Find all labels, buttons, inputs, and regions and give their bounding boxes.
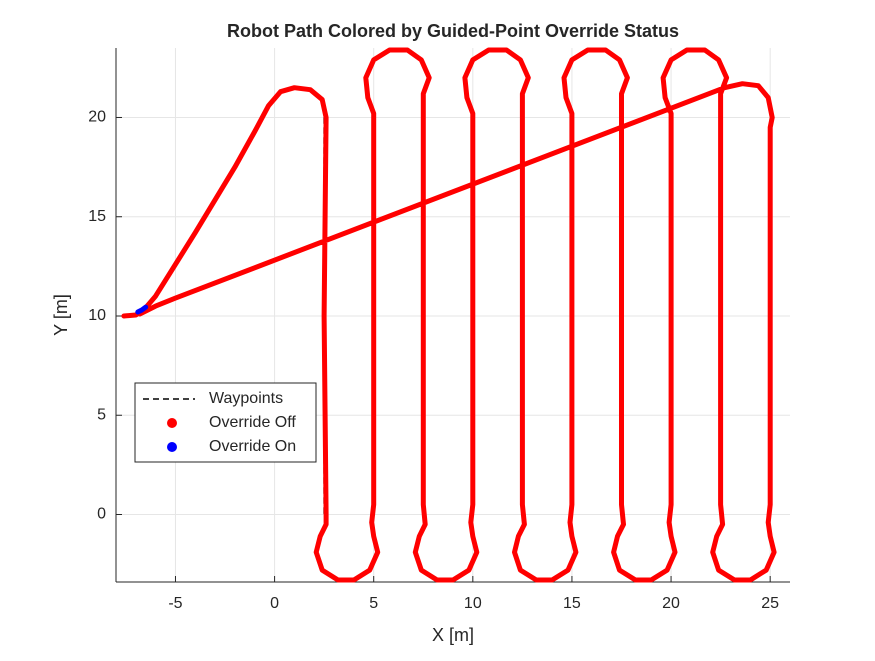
x-tick-label: 0 xyxy=(270,595,279,612)
y-tick-label: 15 xyxy=(88,208,106,225)
legend: Waypoints Override Off Override On xyxy=(134,382,317,463)
x-axis-label: X [m] xyxy=(432,625,474,645)
chart-title: Robot Path Colored by Guided-Point Overr… xyxy=(227,21,679,41)
series-line xyxy=(135,304,149,315)
x-tick-label: 5 xyxy=(369,595,378,612)
legend-swatch xyxy=(167,418,177,428)
legend-box xyxy=(134,382,317,463)
x-tick-label: -5 xyxy=(168,595,182,612)
legend-label: Waypoints xyxy=(209,390,283,407)
y-tick-label: 20 xyxy=(88,109,106,126)
x-tick-label: 15 xyxy=(563,595,581,612)
y-axis-label: Y [m] xyxy=(51,294,71,336)
legend-swatch xyxy=(167,442,177,452)
legend-label: Override Off xyxy=(209,414,296,431)
x-tick-label: 20 xyxy=(662,595,680,612)
y-tick-label: 5 xyxy=(97,406,106,423)
series-line xyxy=(121,47,777,583)
y-tick-label: 0 xyxy=(97,506,106,523)
y-tick-label: 10 xyxy=(88,307,106,324)
x-tick-label: 25 xyxy=(761,595,779,612)
legend-label: Override On xyxy=(209,438,296,455)
x-tick-label: 10 xyxy=(464,595,482,612)
